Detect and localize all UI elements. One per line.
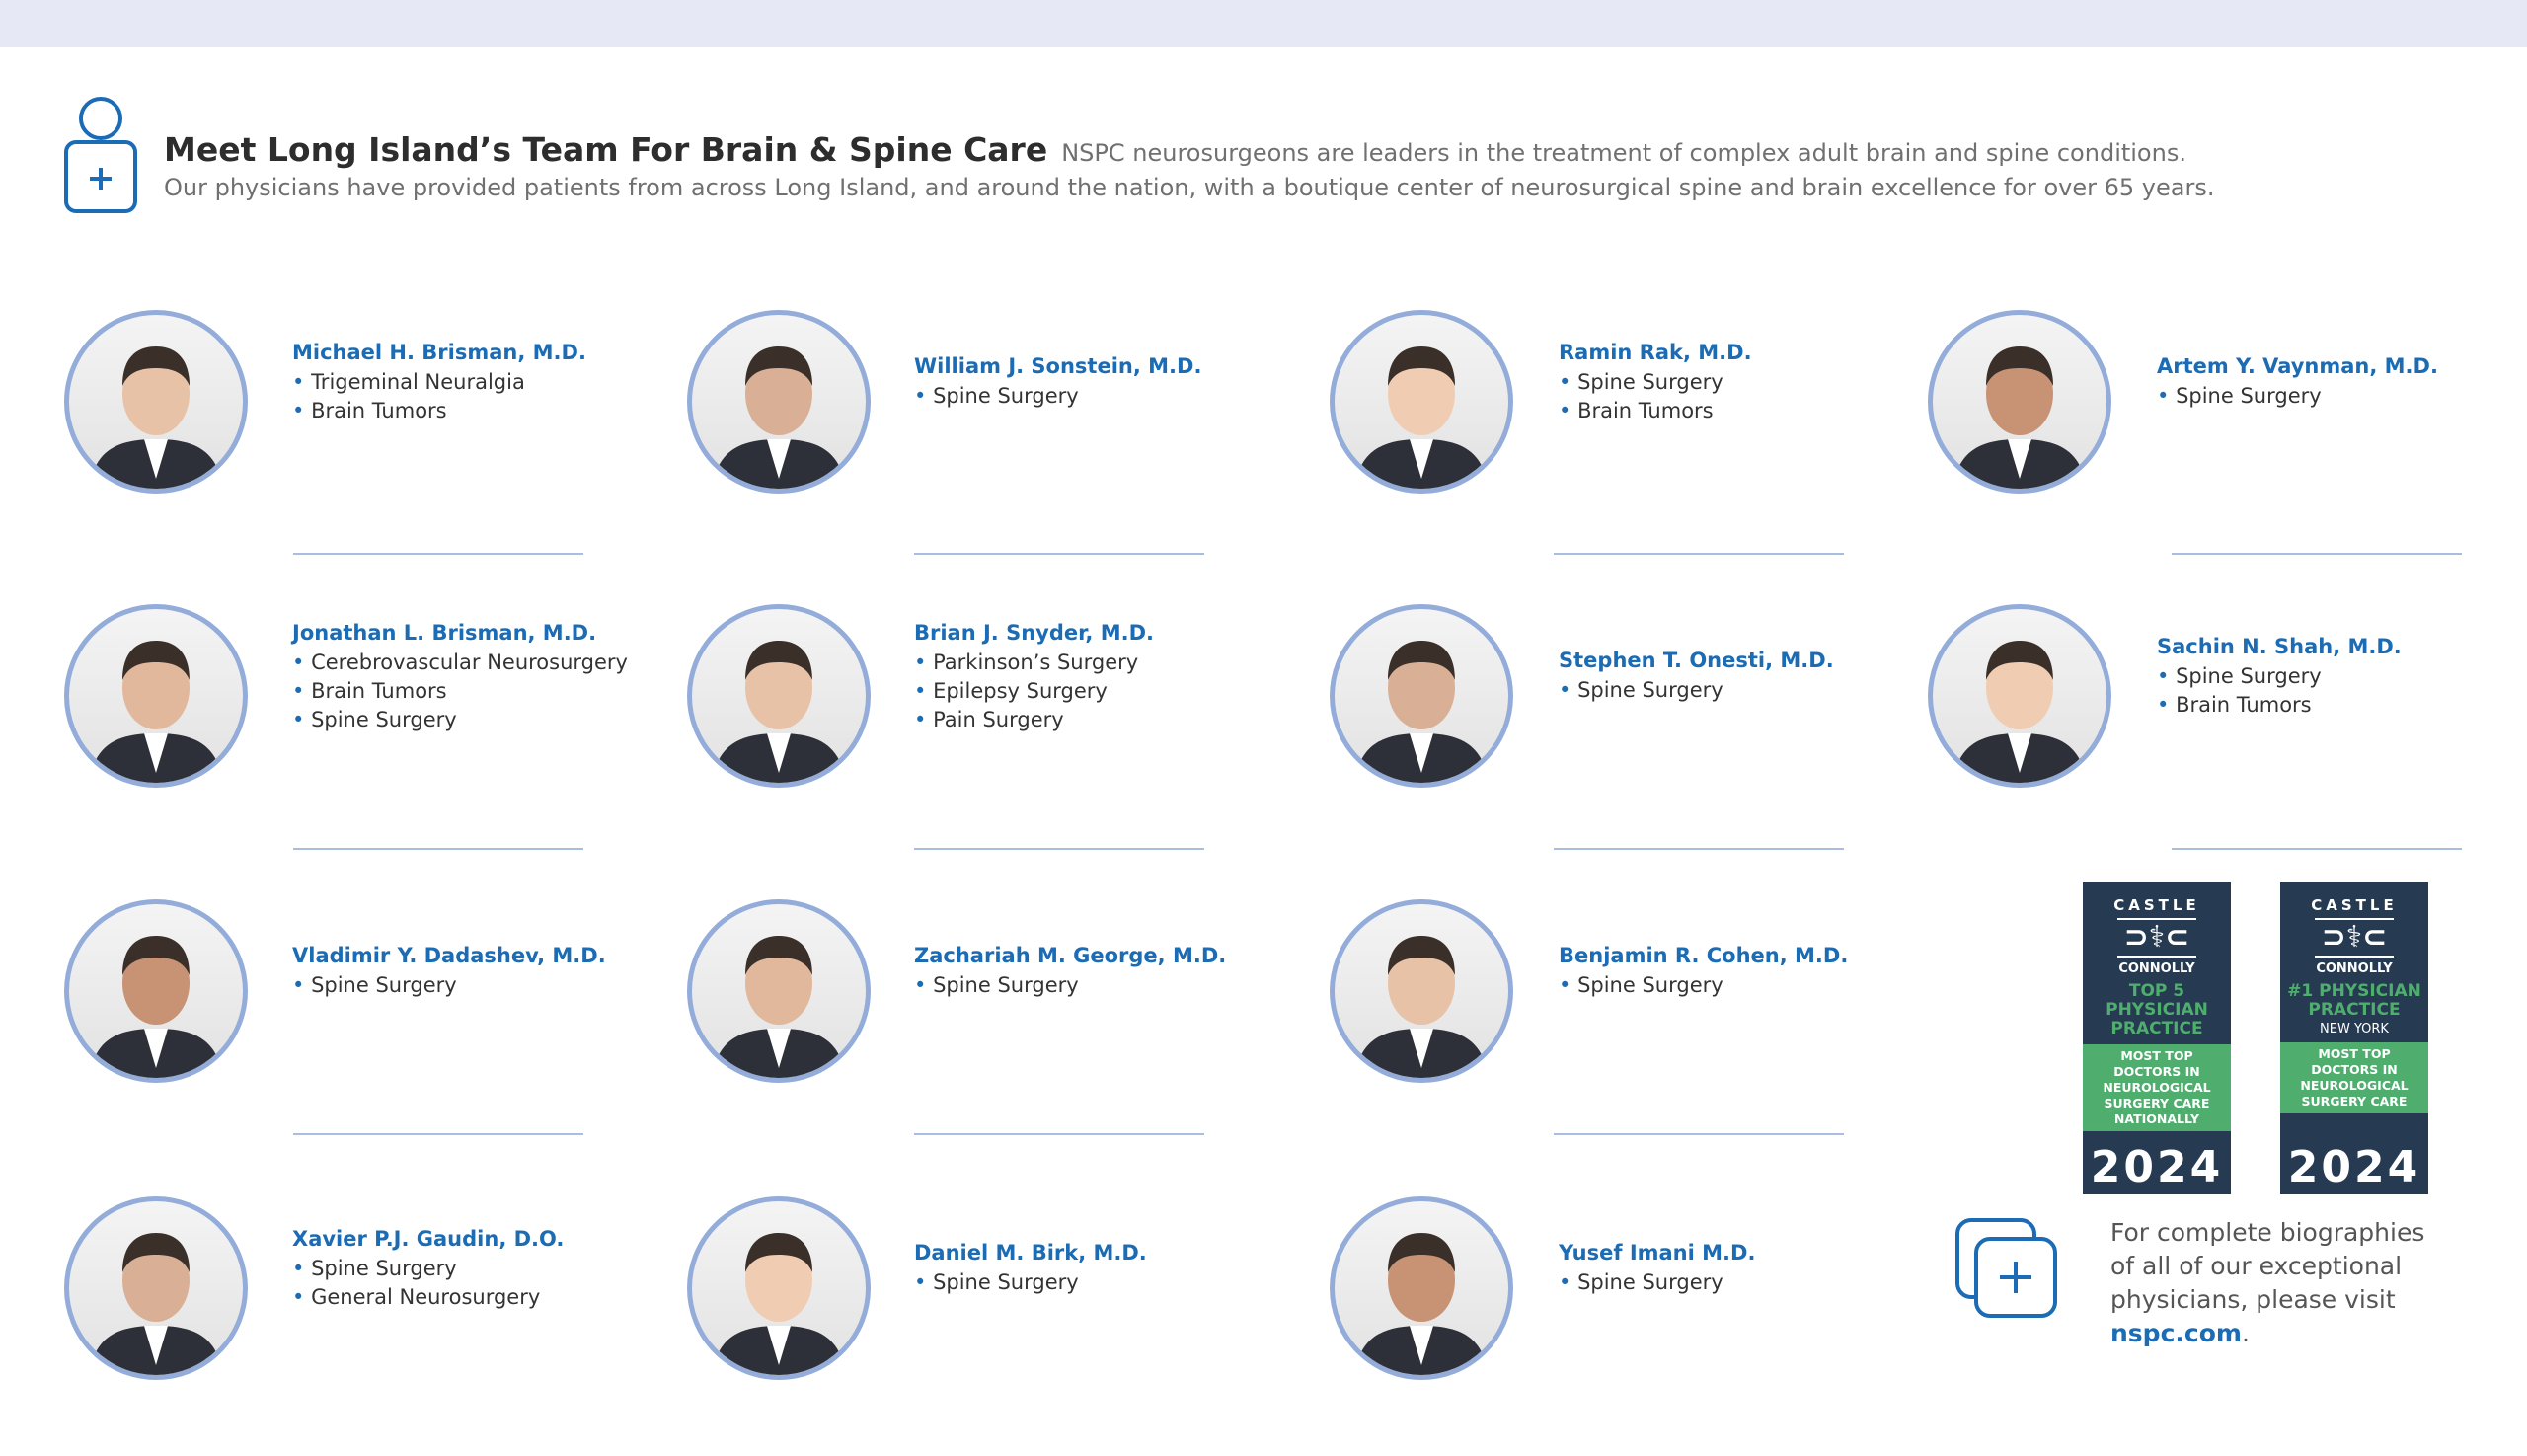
physician-info: Artem Y. Vaynman, M.D. Spine Surgery bbox=[2157, 354, 2438, 411]
specialty: General Neurosurgery bbox=[292, 1283, 564, 1312]
specialty: Spine Surgery bbox=[1559, 368, 1752, 397]
bio-note: For complete biographies of all of our ex… bbox=[2110, 1218, 2425, 1347]
specialty: Spine Surgery bbox=[1559, 676, 1834, 705]
divider bbox=[914, 553, 1204, 555]
physician-info: Jonathan L. Brisman, M.D. Cerebrovascular… bbox=[292, 621, 628, 734]
doctor-plus-icon bbox=[64, 97, 137, 213]
physician-info: Benjamin R. Cohen, M.D. Spine Surgery bbox=[1559, 944, 1848, 1000]
divider bbox=[293, 1133, 583, 1135]
physician-name[interactable]: Ramin Rak, M.D. bbox=[1559, 341, 1752, 364]
specialty: Spine Surgery bbox=[914, 971, 1226, 1000]
specialty: Trigeminal Neuralgia bbox=[292, 368, 586, 397]
award-badge: CASTLE ⊃⚕⊂ CONNOLLY #1 PHYSICIAN PRACTICE NEW… bbox=[2280, 882, 2428, 1194]
specialty: Spine Surgery bbox=[1559, 971, 1848, 1000]
divider bbox=[2172, 848, 2462, 850]
award-badge: CASTLE ⊃⚕⊂ CONNOLLY TOP 5 PHYSICIAN PRACTICE M… bbox=[2083, 882, 2231, 1194]
specialty: Brain Tumors bbox=[2157, 691, 2402, 720]
specialty: Spine Surgery bbox=[2157, 382, 2438, 411]
divider bbox=[2172, 553, 2462, 555]
physician-info: Yusef Imani M.D. Spine Surgery bbox=[1559, 1241, 1755, 1297]
specialty: Brain Tumors bbox=[292, 397, 586, 425]
specialty: Spine Surgery bbox=[292, 971, 606, 1000]
divider bbox=[914, 848, 1204, 850]
specialty: Brain Tumors bbox=[292, 677, 628, 706]
physician-photo bbox=[64, 604, 248, 788]
specialty: Spine Surgery bbox=[2157, 662, 2402, 691]
specialty: Spine Surgery bbox=[914, 1268, 1147, 1297]
physician-name[interactable]: Artem Y. Vaynman, M.D. bbox=[2157, 354, 2438, 378]
physician-photo bbox=[1330, 1196, 1513, 1380]
physician-info: Zachariah M. George, M.D. Spine Surgery bbox=[914, 944, 1226, 1000]
castle-connolly-logo-icon: ⊃⚕⊂ bbox=[2117, 918, 2196, 958]
physician-photo bbox=[64, 310, 248, 494]
physician-photo bbox=[1330, 604, 1513, 788]
subtitle: NSPC neurosurgeons are leaders in the tr… bbox=[1061, 139, 2186, 167]
physician-photo bbox=[64, 1196, 248, 1380]
physician-photo bbox=[687, 604, 871, 788]
top-bar bbox=[0, 0, 2527, 47]
physician-info: Xavier P.J. Gaudin, D.O. Spine SurgeryGen… bbox=[292, 1227, 564, 1312]
physician-photo bbox=[1330, 899, 1513, 1083]
divider bbox=[1554, 848, 1844, 850]
physician-info: Sachin N. Shah, M.D. Spine SurgeryBrain T… bbox=[2157, 635, 2402, 720]
physician-name[interactable]: Yusef Imani M.D. bbox=[1559, 1241, 1756, 1264]
specialty: Epilepsy Surgery bbox=[914, 677, 1154, 706]
physician-photo bbox=[64, 899, 248, 1083]
physician-photo bbox=[687, 310, 871, 494]
physician-name[interactable]: Vladimir Y. Dadashev, M.D. bbox=[292, 944, 606, 967]
divider bbox=[293, 848, 583, 850]
physician-name[interactable]: Xavier P.J. Gaudin, D.O. bbox=[292, 1227, 565, 1251]
physician-photo bbox=[1928, 604, 2111, 788]
physician-info: Stephen T. Onesti, M.D. Spine Surgery bbox=[1559, 649, 1834, 705]
physician-info: Brian J. Snyder, M.D. Parkinson’s Surgery… bbox=[914, 621, 1154, 734]
divider bbox=[1554, 553, 1844, 555]
specialty: Cerebrovascular Neurosurgery bbox=[292, 649, 628, 677]
physician-info: William J. Sonstein, M.D. Spine Surgery bbox=[914, 354, 1201, 411]
physician-name[interactable]: Zachariah M. George, M.D. bbox=[914, 944, 1227, 967]
intro-text: Our physicians have provided patients fr… bbox=[164, 174, 2215, 201]
specialty: Spine Surgery bbox=[292, 1255, 564, 1283]
page-title: Meet Long Island’s Team For Brain & Spin… bbox=[164, 130, 2186, 169]
physician-info: Michael H. Brisman, M.D. Trigeminal Neura… bbox=[292, 341, 586, 425]
specialty: Brain Tumors bbox=[1559, 397, 1752, 425]
physician-name[interactable]: William J. Sonstein, M.D. bbox=[914, 354, 1202, 378]
physician-name[interactable]: Jonathan L. Brisman, M.D. bbox=[292, 621, 597, 645]
physician-info: Ramin Rak, M.D. Spine SurgeryBrain Tumors bbox=[1559, 341, 1752, 425]
physician-photo bbox=[1330, 310, 1513, 494]
physician-name[interactable]: Stephen T. Onesti, M.D. bbox=[1559, 649, 1834, 672]
physician-photo bbox=[1928, 310, 2111, 494]
specialty: Spine Surgery bbox=[914, 382, 1201, 411]
physician-info: Daniel M. Birk, M.D. Spine Surgery bbox=[914, 1241, 1147, 1297]
divider bbox=[293, 553, 583, 555]
castle-connolly-logo-icon: ⊃⚕⊂ bbox=[2315, 918, 2394, 958]
specialty: Parkinson’s Surgery bbox=[914, 649, 1154, 677]
physician-name[interactable]: Brian J. Snyder, M.D. bbox=[914, 621, 1154, 645]
specialty: Spine Surgery bbox=[1559, 1268, 1755, 1297]
divider bbox=[914, 1133, 1204, 1135]
nspc-link[interactable]: nspc.com bbox=[2110, 1319, 2242, 1347]
physician-photo bbox=[687, 1196, 871, 1380]
physician-info: Vladimir Y. Dadashev, M.D. Spine Surgery bbox=[292, 944, 606, 1000]
divider bbox=[1554, 1133, 1844, 1135]
specialty: Pain Surgery bbox=[914, 706, 1154, 734]
specialty: Spine Surgery bbox=[292, 706, 628, 734]
physician-name[interactable]: Benjamin R. Cohen, M.D. bbox=[1559, 944, 1849, 967]
physician-photo bbox=[687, 899, 871, 1083]
physician-name[interactable]: Sachin N. Shah, M.D. bbox=[2157, 635, 2402, 658]
physician-name[interactable]: Daniel M. Birk, M.D. bbox=[914, 1241, 1147, 1264]
more-bios-icon bbox=[1955, 1218, 2057, 1318]
physician-name[interactable]: Michael H. Brisman, M.D. bbox=[292, 341, 586, 364]
